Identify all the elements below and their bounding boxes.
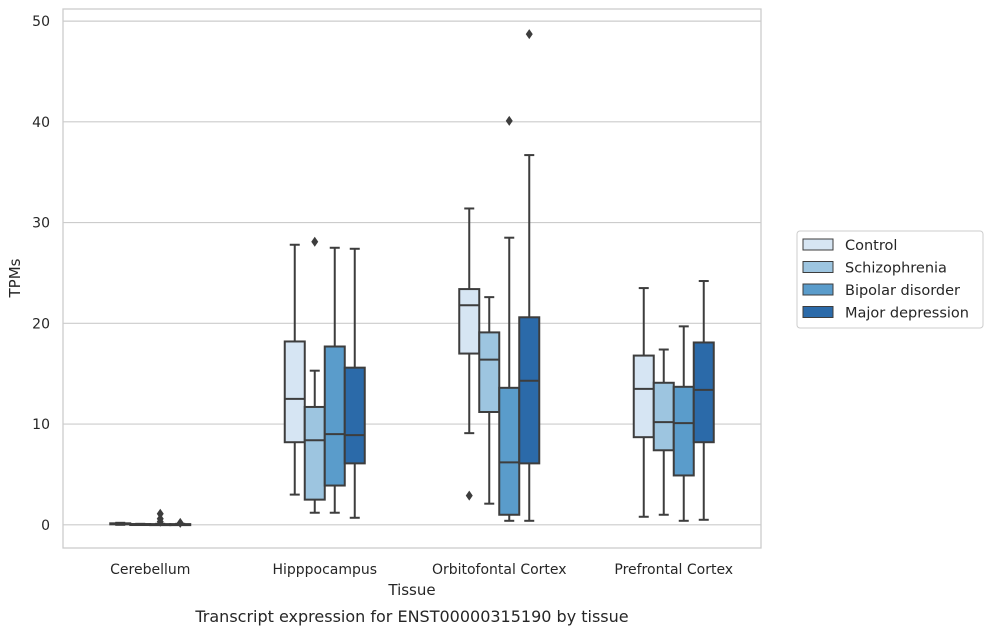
legend-entry: Schizophrenia <box>845 261 947 277</box>
box-series <box>109 29 715 528</box>
outlier-point <box>176 517 184 528</box>
outlier-point <box>465 490 473 501</box>
box-schizophrenia <box>129 522 152 527</box>
plot-frame <box>62 8 762 549</box>
box-iqr <box>283 340 306 444</box>
box-schizophrenia <box>478 296 501 505</box>
box-control <box>109 521 132 526</box>
legend: Control Schizophrenia Bipolar disorder Majo… <box>796 230 984 329</box>
outlier-point <box>311 236 319 247</box>
box-control <box>458 207 481 501</box>
y-gridlines <box>63 20 761 526</box>
box-major-depression <box>518 29 541 522</box>
box-iqr <box>672 385 695 477</box>
box-bipolar-disorder <box>498 115 521 522</box>
y-tick-label: 20 <box>32 316 50 332</box>
box-bipolar-disorder <box>149 508 172 527</box>
legend-swatch <box>802 238 834 251</box>
outlier-point <box>156 516 164 527</box>
chart-caption: Transcript expression for ENST0000031519… <box>194 607 628 626</box>
legend-entry: Bipolar disorder <box>845 283 960 299</box>
y-tick-label: 30 <box>32 216 50 232</box>
legend-swatch <box>802 306 834 318</box>
box-control <box>283 243 306 496</box>
legend-swatch <box>802 261 834 273</box>
legend-entry: Control <box>845 238 897 254</box>
box-bipolar-disorder <box>323 246 346 514</box>
box-major-depression <box>169 517 192 528</box>
outlier-point <box>156 508 164 519</box>
legend-swatch <box>802 283 834 296</box>
y-tick-label: 40 <box>32 115 50 131</box>
legend-frame <box>796 230 984 329</box>
box-iqr <box>323 345 346 487</box>
box-major-depression <box>343 247 366 519</box>
x-tick-label: Cerebellum <box>110 562 190 578</box>
y-tick-label: 0 <box>41 518 50 534</box>
y-tick-label: 50 <box>32 14 50 30</box>
x-tick-labels: Cerebellum Hipppocampus Orbitofontal Corte… <box>110 562 733 578</box>
y-tick-labels: 0 10 20 30 40 50 <box>32 14 50 534</box>
y-axis-label: TPMs <box>6 258 24 298</box>
x-axis-label: Tissue <box>387 581 435 599</box>
box-iqr <box>303 405 326 501</box>
outlier-point <box>525 29 533 40</box>
plot-area <box>63 9 761 548</box>
box-iqr <box>652 381 675 452</box>
box-iqr <box>692 341 715 444</box>
y-tick-label: 10 <box>32 417 50 433</box>
outlier-point <box>505 115 513 126</box>
box-iqr <box>632 354 655 439</box>
box-iqr <box>518 316 541 465</box>
x-tick-label: Prefrontal Cortex <box>614 562 733 578</box>
legend-entry: Major depression <box>845 306 969 322</box>
box-iqr <box>343 366 366 465</box>
box-major-depression <box>692 280 715 521</box>
box-iqr <box>498 386 521 516</box>
x-tick-label: Hipppocampus <box>272 562 377 578</box>
box-schizophrenia <box>303 236 326 514</box>
x-tick-label: Orbitofontal Cortex <box>432 562 567 578</box>
box-iqr <box>478 331 501 413</box>
box-iqr <box>458 288 481 355</box>
